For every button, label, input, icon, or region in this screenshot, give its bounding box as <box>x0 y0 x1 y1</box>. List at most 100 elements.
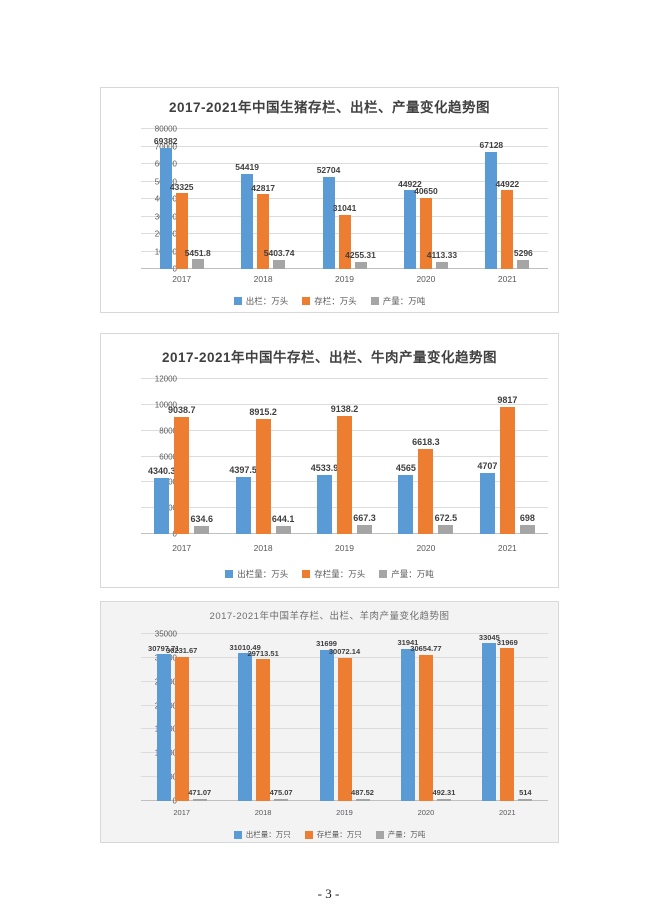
data-label: 9038.7 <box>167 405 196 416</box>
data-label: 40650 <box>414 186 438 197</box>
x-axis-label: 2020 <box>417 808 435 817</box>
bar-group: 31010.49 29713.51 475.07 <box>222 634 303 801</box>
data-label: 5451.8 <box>184 247 211 258</box>
bar-group: 4397.5 8915.2 644.1 <box>222 379 303 534</box>
x-axis-label: 2021 <box>497 543 517 553</box>
x-axis-label: 2018 <box>253 274 273 284</box>
bar-series-0: 31699 <box>316 640 337 801</box>
data-label: 4340.3 <box>147 465 176 476</box>
data-label: 29713.51 <box>247 648 279 658</box>
gridline <box>141 656 548 658</box>
bar-series-2: 487.52 <box>351 789 374 801</box>
data-label: 31969 <box>496 637 518 647</box>
bar-series-2: 644.1 <box>272 514 294 534</box>
bar-series-0: 4397.5 <box>229 466 257 534</box>
legend-swatch <box>233 297 242 305</box>
x-axis-label: 2019 <box>335 274 354 284</box>
bar-group: 44922 40650 4113.33 <box>385 129 466 269</box>
legend-item: 出栏量：万只 <box>233 829 291 840</box>
bar-series-2: 5403.74 <box>264 249 294 269</box>
bar-series-2: 4255.31 <box>345 251 376 269</box>
bar-series-2: 4113.33 <box>427 251 457 269</box>
bars-layer: 4340.3 9038.7 634.6 4397.5 8915.2 644.1 4533.9… <box>141 379 548 534</box>
legend-swatch <box>304 830 313 839</box>
gridline <box>141 128 548 129</box>
y-axis-tick: 8000 <box>159 426 177 436</box>
legend-item: 出栏：万头 <box>233 295 289 307</box>
bar-series-0: 31010.49 <box>229 644 261 801</box>
bar-group: 30797.71 30231.67 471.07 <box>141 634 222 801</box>
legend-swatch <box>233 830 242 839</box>
bar-group: 4533.9 9138.2 667.3 <box>304 379 385 534</box>
legend-swatch <box>302 570 311 578</box>
legend-swatch <box>379 570 388 578</box>
data-label: 634.6 <box>190 513 213 524</box>
data-label: 475.07 <box>269 788 293 798</box>
data-label: 698 <box>519 512 535 523</box>
data-label: 31010.49 <box>229 642 261 652</box>
data-label: 30797.71 <box>148 643 180 653</box>
legend-label: 出栏量：万只 <box>245 830 291 839</box>
x-axis-label: 2021 <box>498 808 516 817</box>
data-label: 672.5 <box>434 513 458 524</box>
bar-series-2: 5296 <box>514 249 533 269</box>
legend-label: 存栏：万头 <box>314 296 357 306</box>
data-label: 9817 <box>497 395 518 406</box>
bar-series-1: 31041 <box>333 204 356 269</box>
bar-series-1: 9038.7 <box>168 406 195 534</box>
bar-group: 31941 30654.77 492.31 <box>385 634 466 801</box>
y-axis-tick: 35000 <box>154 629 177 639</box>
y-axis-tick: 0 <box>172 529 177 539</box>
y-axis-tick: 0 <box>172 264 177 274</box>
bar-series-2: 492.31 <box>432 789 455 801</box>
legend-label: 出栏：万头 <box>245 296 289 306</box>
bar-series-2: 634.6 <box>190 514 213 534</box>
bar-series-1: 30654.77 <box>410 645 442 801</box>
legend-swatch <box>225 570 234 578</box>
gridline <box>141 145 548 147</box>
bar-series-1: 9817 <box>497 396 517 534</box>
bar-series-2: 667.3 <box>353 514 376 534</box>
data-label: 487.52 <box>351 788 374 798</box>
legend-label: 产量：万吨 <box>391 569 434 579</box>
data-label: 30072.14 <box>328 647 361 657</box>
y-axis-tick: 0 <box>172 796 177 806</box>
plot-area: 0100002000030000400005000060000700008000… <box>141 125 548 274</box>
data-label: 30231.67 <box>166 646 198 656</box>
legend-item: 产量：万吨 <box>379 568 434 580</box>
bar-group: 52704 31041 4255.31 <box>304 129 385 269</box>
bar-series-1: 44922 <box>496 180 519 269</box>
x-axis-label: 2018 <box>253 543 273 553</box>
x-axis-label: 2019 <box>335 543 354 553</box>
legend-swatch <box>302 297 311 305</box>
bar-series-2: 5451.8 <box>185 249 211 269</box>
data-label: 5403.74 <box>263 248 295 259</box>
bar-series-0: 30797.71 <box>148 645 179 801</box>
bars-layer: 69382 43325 5451.8 54419 42817 5403.74 52704 31… <box>141 129 548 269</box>
data-label: 644.1 <box>271 513 295 524</box>
bar-series-2: 471.07 <box>188 789 211 801</box>
legend-swatch <box>375 830 384 839</box>
data-label: 31699 <box>316 639 337 649</box>
data-label: 54419 <box>235 162 259 173</box>
gridline <box>141 198 548 199</box>
legend-item: 产量：万吨 <box>375 829 425 840</box>
data-label: 42817 <box>251 182 275 193</box>
gridline <box>141 180 548 182</box>
bar-series-2: 514 <box>518 789 533 801</box>
x-axis-label: 2020 <box>416 543 436 553</box>
x-axis-label: 2019 <box>336 808 353 817</box>
gridline <box>141 633 548 634</box>
bar-series-0: 52704 <box>317 166 340 269</box>
x-axis-labels: 2017 2018 2019 2020 2021 <box>141 543 548 553</box>
bar-group: 31699 30072.14 487.52 <box>304 634 385 801</box>
data-label: 4397.5 <box>229 465 257 476</box>
data-label: 4533.9 <box>310 463 339 474</box>
data-label: 52704 <box>316 165 341 176</box>
legend: 出栏：万头 存栏：万头 产量：万吨 <box>101 295 558 307</box>
data-label: 44922 <box>495 178 520 189</box>
gridline <box>141 163 548 164</box>
bar-series-1: 42817 <box>251 184 275 269</box>
y-axis-tick: 80000 <box>154 124 177 134</box>
chart-title: 2017-2021年中国羊存栏、出栏、羊肉产量变化趋势图 <box>209 611 450 622</box>
